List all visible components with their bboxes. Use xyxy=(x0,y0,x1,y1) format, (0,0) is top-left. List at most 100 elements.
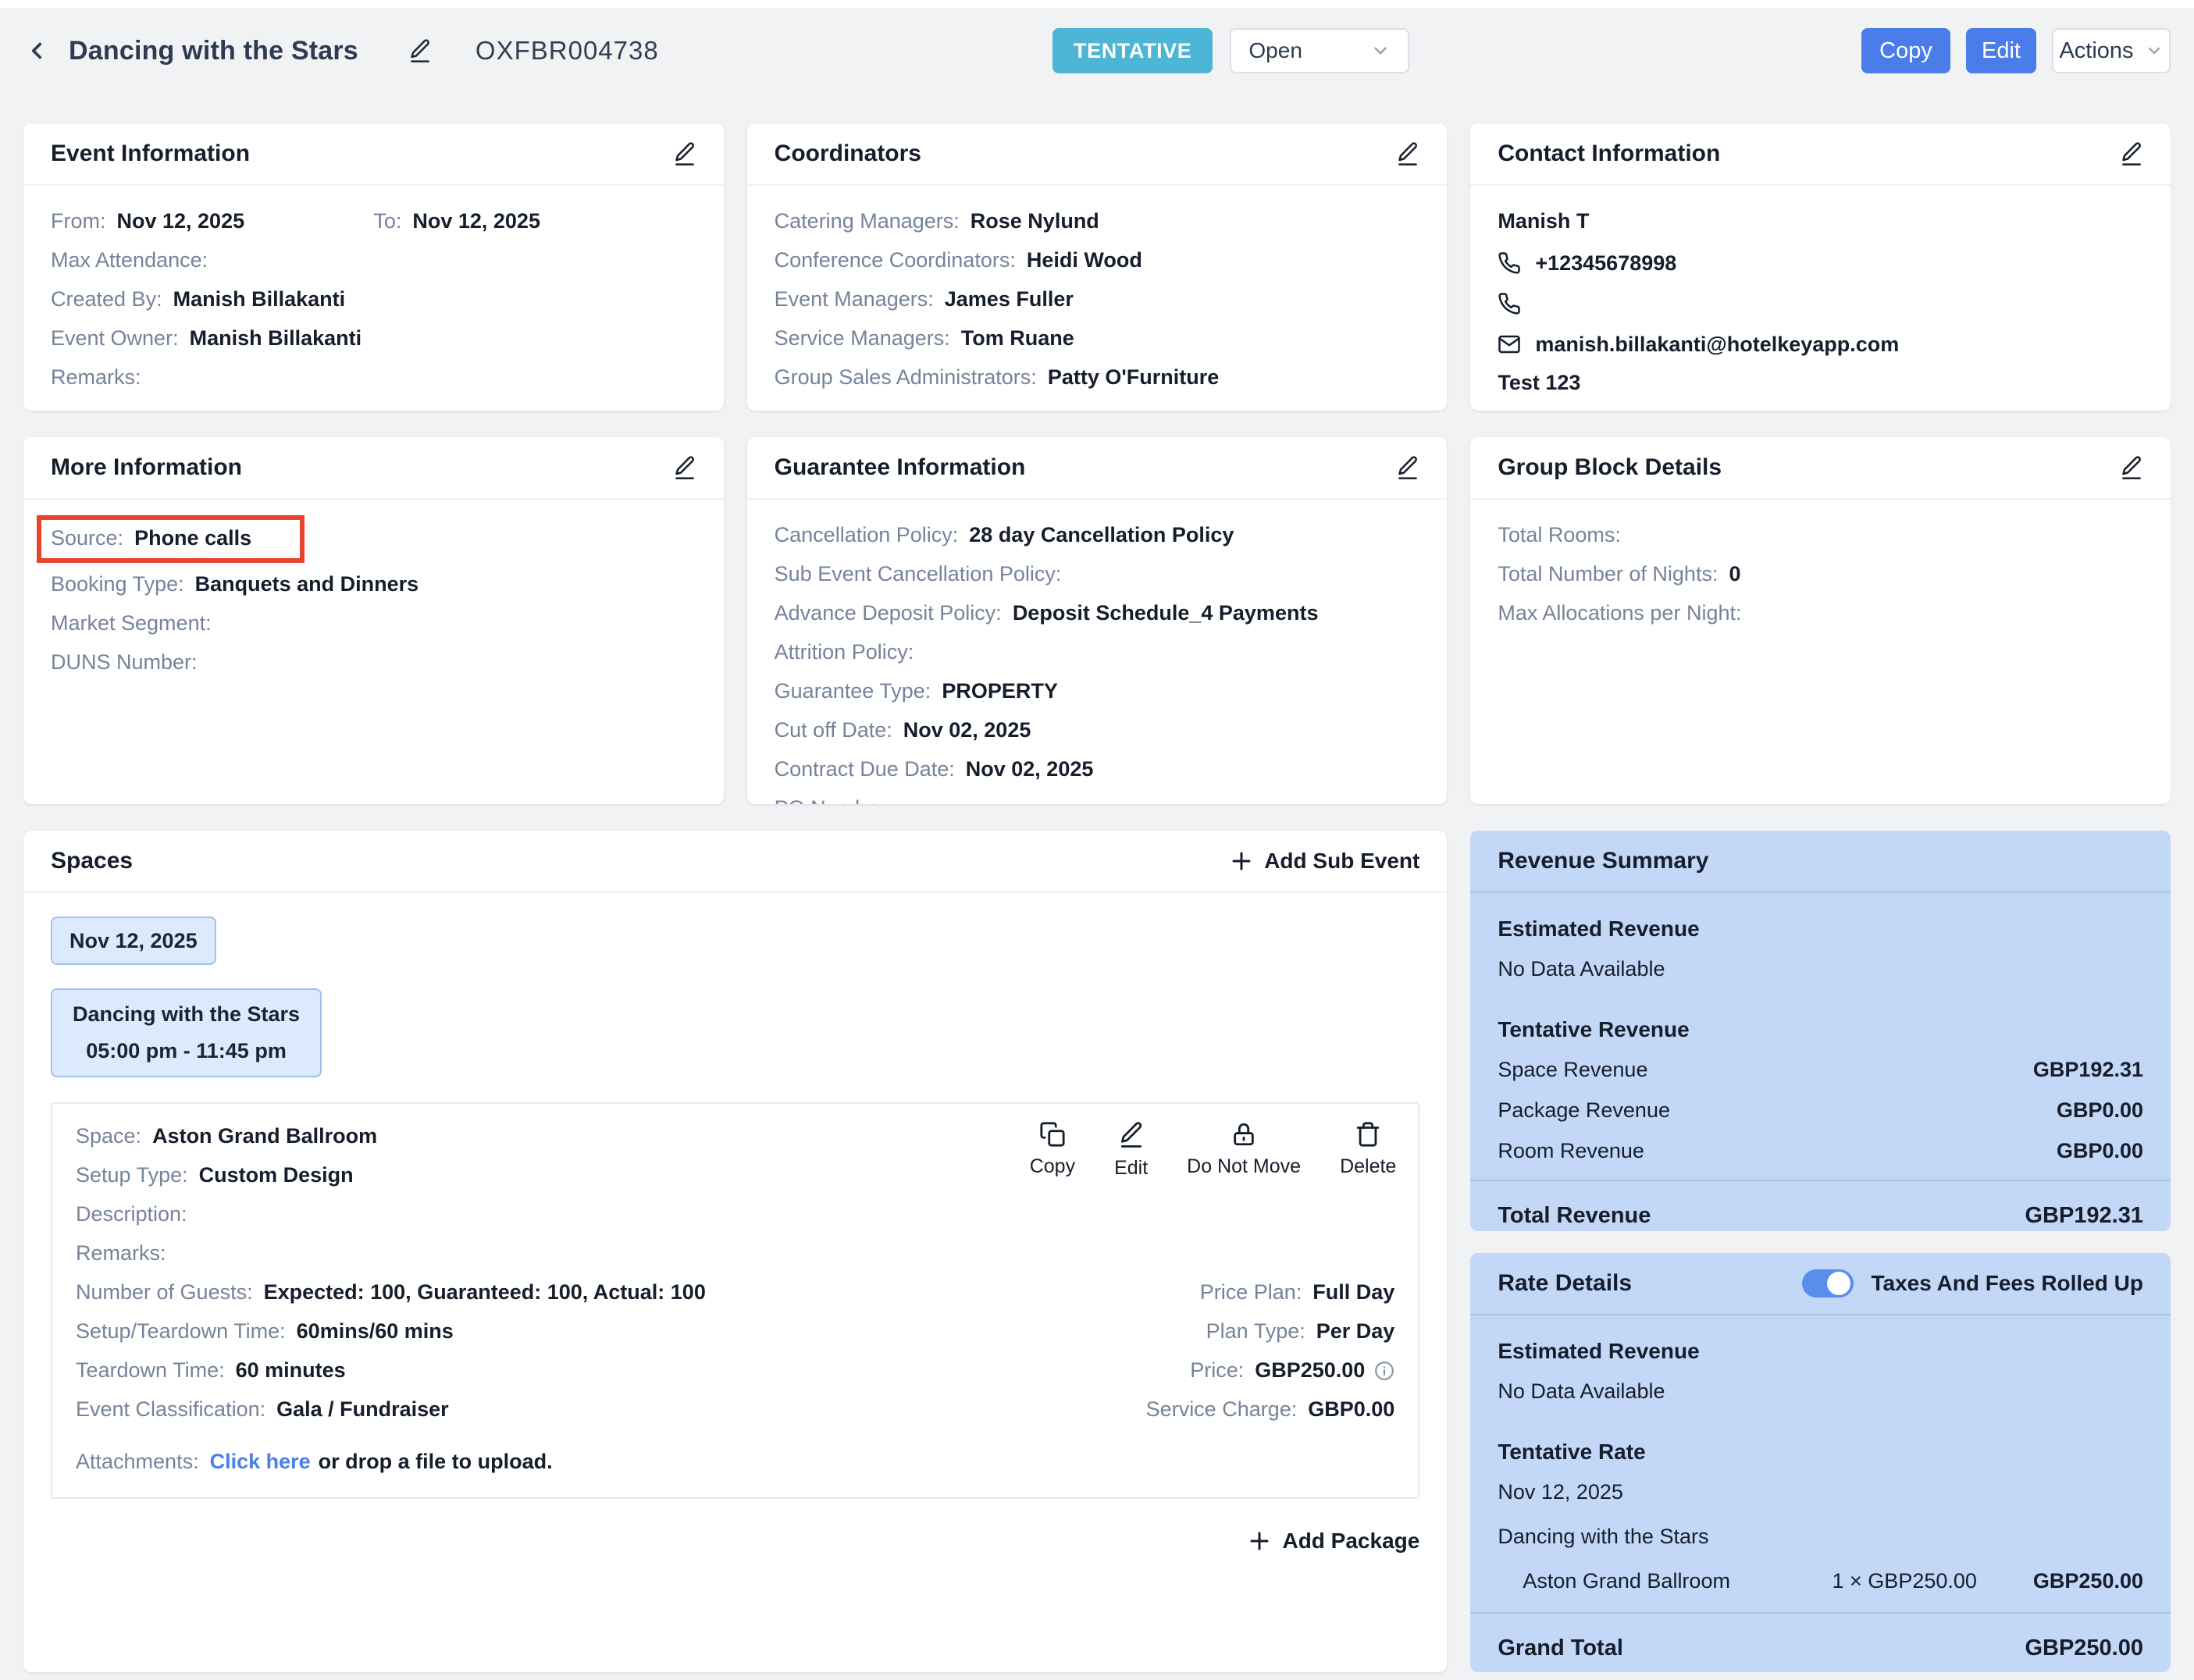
phone-icon xyxy=(1498,292,1521,315)
page-title: Dancing with the Stars xyxy=(69,35,358,66)
edit-button[interactable]: Edit xyxy=(1966,28,2036,73)
card-title: Event Information xyxy=(51,141,251,166)
edit-pencil-icon[interactable] xyxy=(1396,455,1419,481)
contact-address-line1: Test 123 xyxy=(1498,371,1581,394)
revenue-row-label: Room Revenue xyxy=(1498,1139,1644,1162)
field-value: 28 day Cancellation Policy xyxy=(969,523,1234,546)
field-label: Total Rooms: xyxy=(1498,523,1621,546)
phone-icon xyxy=(1498,251,1521,275)
card-title: Contact Information xyxy=(1498,141,1721,166)
plus-icon xyxy=(1232,852,1251,870)
field-value: 60mins/60 mins xyxy=(296,1319,454,1343)
no-data-text: No Data Available xyxy=(1498,1379,1665,1403)
plus-icon xyxy=(1250,1532,1269,1550)
field-label: Cancellation Policy: xyxy=(774,523,959,546)
source-value: Phone calls xyxy=(134,526,252,550)
card-title: Coordinators xyxy=(774,141,921,166)
rate-line-amount: GBP250.00 xyxy=(2032,1569,2143,1593)
field-label: Service Managers: xyxy=(774,326,950,350)
title-edit-icon[interactable] xyxy=(408,38,432,64)
attachments-label: Attachments: xyxy=(76,1450,199,1473)
actions-button[interactable]: Actions xyxy=(2052,28,2171,73)
space-detail-box: Copy Edit Do Not Move xyxy=(51,1102,1420,1499)
field-value: Full Day xyxy=(1312,1280,1395,1304)
edit-pencil-icon[interactable] xyxy=(2120,455,2143,481)
edit-pencil-icon[interactable] xyxy=(1396,141,1419,167)
field-label: Cut off Date: xyxy=(774,718,892,742)
field-label: Event Managers: xyxy=(774,287,934,311)
space-do-not-move-label: Do Not Move xyxy=(1187,1155,1302,1177)
card-title: Group Block Details xyxy=(1498,454,1722,480)
header-actions: Copy Edit Actions xyxy=(1861,28,2171,73)
card-title: Guarantee Information xyxy=(774,454,1026,480)
from-value: Nov 12, 2025 xyxy=(116,209,245,233)
revenue-row-value: GBP192.31 xyxy=(2032,1058,2143,1081)
space-delete-button[interactable]: Delete xyxy=(1340,1121,1396,1180)
more-information-card: More Information Source: Phone calls Boo… xyxy=(23,437,724,804)
space-edit-button[interactable]: Edit xyxy=(1114,1121,1148,1180)
field-value: GBP0.00 xyxy=(1308,1397,1395,1421)
field-label: Space: xyxy=(76,1124,142,1148)
rate-line-space: Aston Grand Ballroom xyxy=(1523,1569,1730,1593)
date-chip[interactable]: Nov 12, 2025 xyxy=(51,917,216,965)
contact-email: manish.billakanti@hotelkeyapp.com xyxy=(1535,332,1900,356)
field-value: Aston Grand Ballroom xyxy=(152,1124,378,1148)
contact-phone: +12345678998 xyxy=(1535,251,1677,275)
field-label: Setup Type: xyxy=(76,1163,188,1187)
edit-pencil-icon[interactable] xyxy=(673,141,696,167)
field-label: Attrition Policy: xyxy=(774,640,914,664)
copy-icon xyxy=(1040,1122,1065,1147)
add-package-button[interactable]: Add Package xyxy=(1248,1529,1419,1554)
card-title: Spaces xyxy=(51,848,134,874)
price-info-icon[interactable] xyxy=(1374,1361,1394,1381)
edit-pencil-icon[interactable] xyxy=(673,455,696,481)
taxes-rolled-up-label: Taxes And Fees Rolled Up xyxy=(1871,1271,2143,1295)
event-information-card: Event Information From: Nov 12, 2025 To:… xyxy=(23,123,724,411)
taxes-rolled-up-toggle[interactable] xyxy=(1802,1269,1854,1297)
field-label: PO Number: xyxy=(775,796,892,804)
add-sub-event-button[interactable]: Add Sub Event xyxy=(1230,849,1419,874)
back-button[interactable] xyxy=(23,37,50,64)
estimated-revenue-heading: Estimated Revenue xyxy=(1498,1339,1700,1363)
field-value: Tom Ruane xyxy=(960,326,1074,350)
edit-pencil-icon xyxy=(1120,1122,1142,1148)
field-label: Total Number of Nights: xyxy=(1498,562,1719,586)
grand-total-value: GBP250.00 xyxy=(2025,1636,2143,1660)
space-do-not-move-button[interactable]: Do Not Move xyxy=(1187,1121,1301,1180)
field-label: Guarantee Type: xyxy=(774,679,931,703)
sub-event-chip[interactable]: Dancing with the Stars 05:00 pm - 11:45 … xyxy=(51,988,322,1077)
field-value: 0 xyxy=(1729,562,1741,586)
tentative-revenue-heading: Tentative Revenue xyxy=(1498,1017,1690,1041)
to-label: To: xyxy=(373,209,402,233)
actions-label: Actions xyxy=(2059,37,2134,63)
field-label: DUNS Number: xyxy=(51,650,198,674)
page-header: Dancing with the Stars OXFBR004738 TENTA… xyxy=(23,25,2171,77)
space-actions: Copy Edit Do Not Move xyxy=(1030,1121,1396,1180)
contact-information-card: Contact Information Manish T +1234567899… xyxy=(1470,123,2171,411)
revenue-row-label: Package Revenue xyxy=(1498,1098,1670,1122)
field-value: Heidi Wood xyxy=(1026,248,1142,272)
field-label: Advance Deposit Policy: xyxy=(774,601,1002,625)
contact-name: Manish T xyxy=(1498,209,1590,233)
card-title: Revenue Summary xyxy=(1498,848,1709,874)
space-copy-button[interactable]: Copy xyxy=(1030,1121,1075,1180)
booking-code: OXFBR004738 xyxy=(475,36,659,65)
field-label: Group Sales Administrators: xyxy=(774,365,1037,389)
field-label: Price Plan: xyxy=(1199,1280,1302,1304)
status-dropdown-value: Open xyxy=(1248,38,1302,62)
add-sub-event-label: Add Sub Event xyxy=(1264,849,1420,873)
edit-pencil-icon[interactable] xyxy=(2120,141,2143,167)
tentative-rate-heading: Tentative Rate xyxy=(1498,1440,1646,1464)
space-copy-label: Copy xyxy=(1029,1155,1076,1177)
status-dropdown[interactable]: Open xyxy=(1230,28,1410,73)
field-value: Per Day xyxy=(1316,1319,1395,1343)
field-label: Max Allocations per Night: xyxy=(1498,601,1742,625)
field-value: Deposit Schedule_4 Payments xyxy=(1012,601,1319,625)
revenue-row-value: GBP0.00 xyxy=(2056,1098,2143,1122)
copy-button[interactable]: Copy xyxy=(1861,28,1950,73)
field-label: Teardown Time: xyxy=(76,1358,225,1382)
field-value: Custom Design xyxy=(198,1163,354,1187)
field-value: 60 minutes xyxy=(235,1358,346,1382)
field-value: Manish Billakanti xyxy=(173,287,346,311)
attachments-upload-link[interactable]: Click here xyxy=(209,1450,311,1473)
